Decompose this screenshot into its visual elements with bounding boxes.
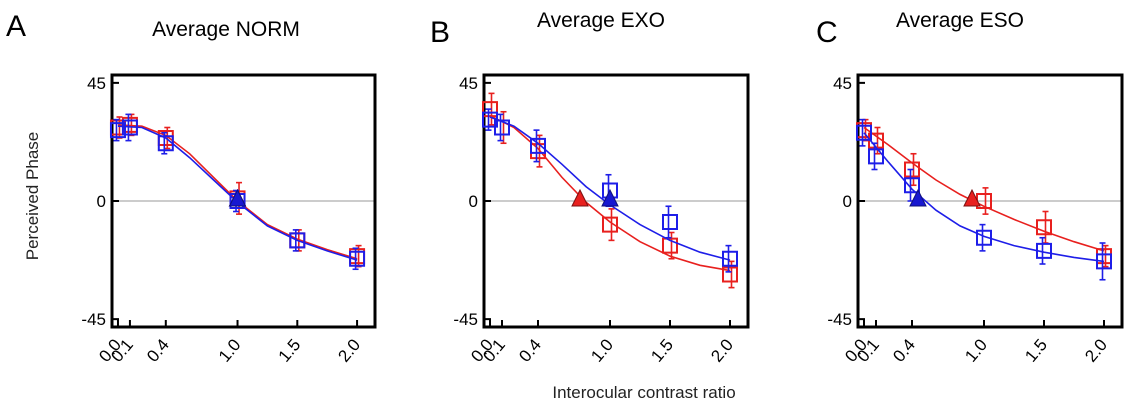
x-tick-label: 1.0	[587, 335, 617, 365]
y-tick-label: 0	[469, 192, 478, 211]
series-blue	[856, 118, 1112, 281]
panel-title: Average ESO	[896, 9, 1024, 32]
data-point	[1036, 242, 1052, 259]
data-point	[662, 214, 678, 230]
pse-marker	[963, 188, 981, 207]
y-tick-label: 45	[833, 74, 852, 93]
fit-curve	[117, 124, 358, 260]
pse-marker	[909, 188, 927, 207]
data-point	[530, 143, 546, 160]
fit-curve	[117, 125, 358, 261]
x-axis-label: Interocular contrast ratio	[552, 383, 735, 402]
data-point	[1036, 219, 1052, 236]
y-tick-label: 0	[97, 192, 106, 211]
series-blue	[482, 108, 738, 273]
y-tick-label: 45	[459, 74, 478, 93]
x-tick-label: 0.4	[515, 335, 545, 365]
data-point	[662, 237, 678, 254]
panel-letter: B	[430, 16, 450, 49]
panel-letter: A	[6, 10, 26, 43]
data-point	[722, 250, 738, 267]
data-point	[722, 266, 738, 283]
panel-letter: C	[816, 16, 838, 49]
y-tick-label: -45	[453, 310, 478, 329]
x-tick-label: 1.5	[1021, 335, 1051, 365]
data-point	[494, 119, 510, 136]
data-point	[602, 216, 618, 233]
pse-marker	[228, 188, 247, 207]
data-point	[1096, 253, 1112, 270]
pse-marker	[571, 188, 589, 207]
panel-title: Average EXO	[537, 9, 665, 32]
x-tick-label: 1.5	[275, 335, 305, 365]
data-point	[904, 177, 920, 194]
x-tick-label: 0.4	[889, 335, 919, 365]
data-point	[157, 135, 174, 152]
fit-curve	[863, 132, 1105, 263]
x-tick-label: 1.0	[961, 335, 991, 365]
x-tick-label: 2.0	[1081, 335, 1111, 365]
y-tick-label: -45	[81, 310, 106, 329]
fit-curve	[489, 114, 731, 272]
x-tick-label: 0.4	[143, 335, 173, 365]
fit-curve	[863, 126, 1105, 252]
data-point	[868, 148, 884, 165]
data-point	[482, 101, 498, 118]
data-point	[976, 229, 992, 246]
data-point	[121, 119, 138, 136]
pse-marker	[601, 188, 619, 207]
panel-title: Average NORM	[152, 18, 300, 41]
data-point	[109, 122, 126, 139]
x-tick-label: 2.0	[334, 335, 364, 365]
data-point	[530, 137, 546, 154]
series-blue	[109, 113, 366, 271]
y-tick-label: -45	[827, 310, 852, 329]
data-point	[289, 232, 306, 249]
y-tick-label: 0	[843, 192, 852, 211]
x-tick-label: 1.0	[215, 335, 245, 365]
y-axis-label: Perceived Phase	[23, 132, 42, 261]
data-point	[349, 250, 366, 267]
data-point	[856, 124, 872, 141]
data-point	[904, 161, 920, 178]
x-tick-label: 1.5	[647, 335, 677, 365]
fit-curve	[489, 116, 731, 261]
y-tick-label: 45	[87, 74, 106, 93]
x-tick-label: 2.0	[707, 335, 737, 365]
